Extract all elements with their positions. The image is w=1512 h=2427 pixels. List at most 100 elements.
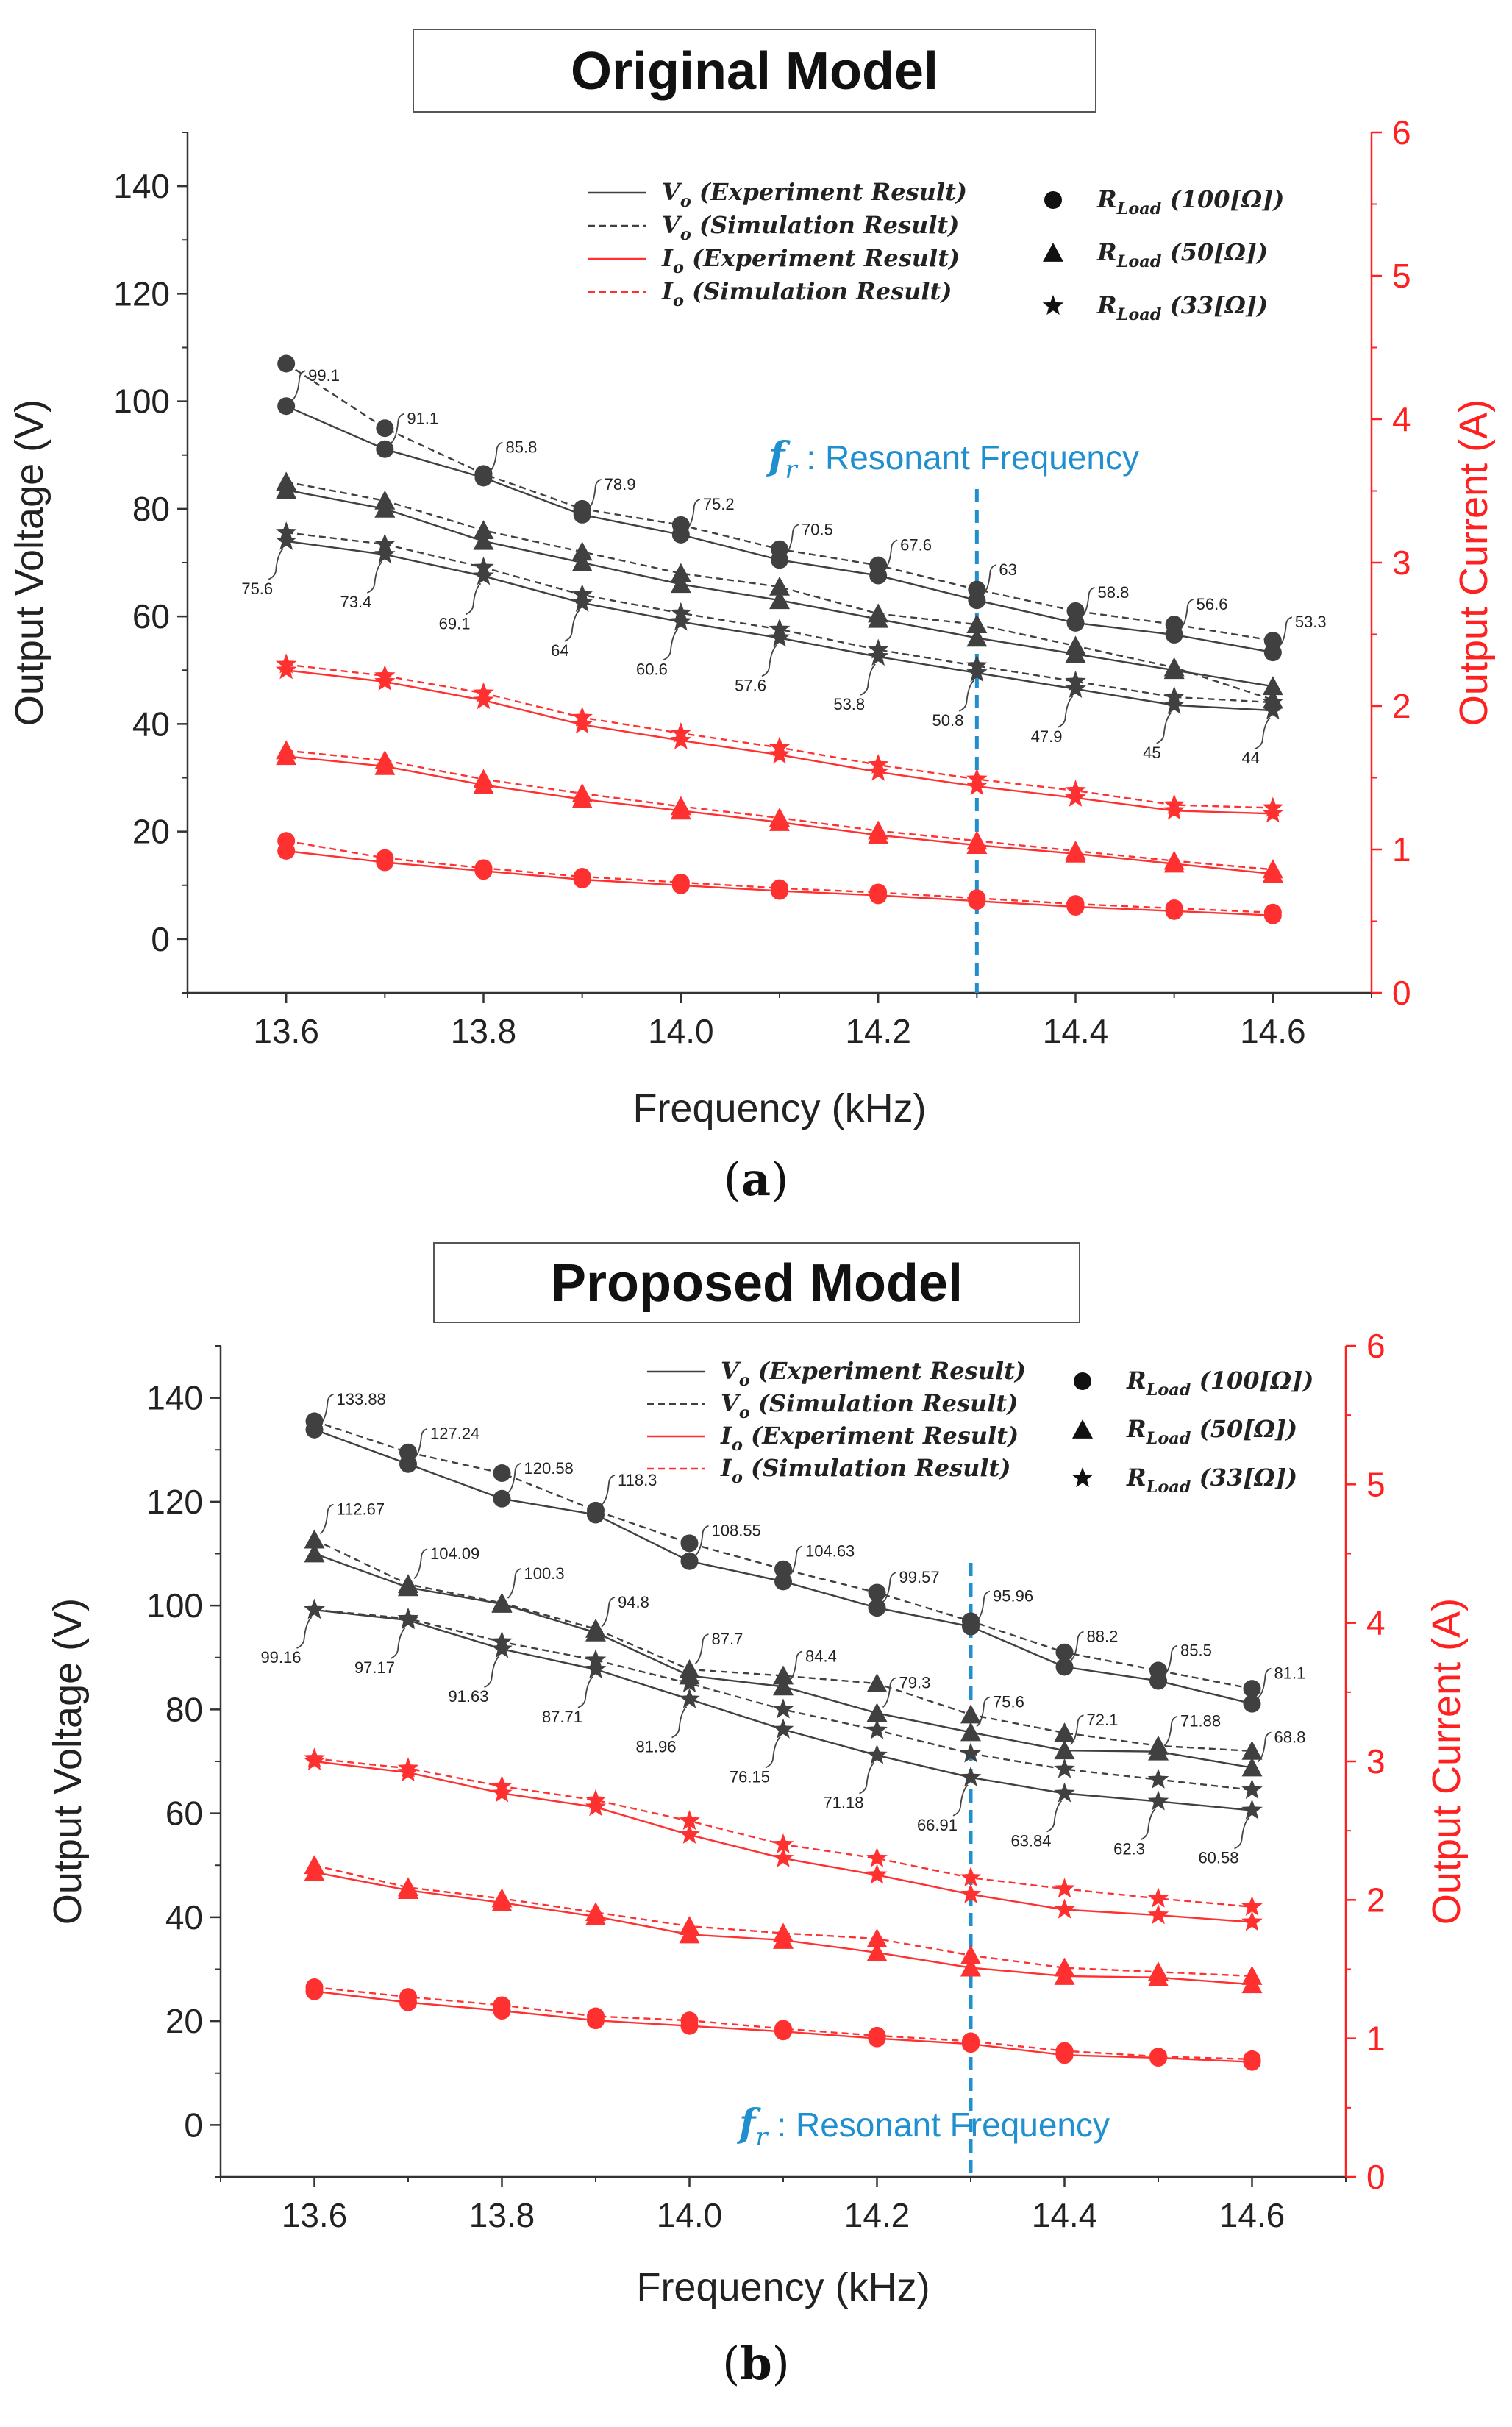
voltage-series-5: [275, 521, 1284, 712]
triangle-point: [868, 603, 889, 623]
y2-axis-label: Output Current (A): [1424, 1598, 1469, 1925]
star-point: [769, 627, 791, 647]
annotation-label: 63: [999, 560, 1016, 579]
data-annotation: 104.09: [413, 1544, 479, 1579]
circle-point: [774, 1560, 792, 1578]
circle-point: [962, 1612, 980, 1631]
circle-point: [376, 419, 394, 438]
circle-point: [493, 1996, 511, 2014]
circle-point: [399, 1443, 417, 1461]
triangle-point: [769, 590, 790, 610]
star-point: [275, 659, 297, 680]
annotation-leader: [671, 1706, 688, 1739]
annotation-leader: [694, 1633, 709, 1664]
data-annotation: 133.88: [319, 1390, 386, 1425]
triangle-point: [679, 1916, 700, 1936]
star-point: [1262, 699, 1284, 720]
triangle-point: [1065, 840, 1086, 860]
triangle-point: [960, 1945, 981, 1964]
star-point: [679, 1688, 700, 1708]
star-point: [1163, 794, 1185, 814]
triangle-point: [398, 1574, 418, 1594]
star-point: [772, 1698, 794, 1719]
x-tick-label: 14.2: [845, 1012, 911, 1050]
circle-point: [1263, 903, 1282, 922]
x-tick-label: 14.0: [657, 2196, 723, 2234]
y-tick-label: 60: [165, 1795, 203, 1833]
data-annotation: 120.58: [507, 1459, 574, 1494]
series-line: [286, 531, 1273, 704]
triangle-point: [1148, 1961, 1169, 1981]
annotation-leader: [390, 413, 404, 444]
circle-point: [869, 556, 888, 574]
annotation-label: 112.67: [337, 1500, 385, 1519]
data-annotation: 76.15: [730, 1736, 781, 1786]
star-point: [867, 760, 889, 781]
annotation-label: 57.6: [735, 676, 766, 694]
legend-marker-label: RLoad (100[Ω]): [1126, 1366, 1313, 1400]
triangle-point: [276, 471, 297, 491]
annotation-leader: [1257, 1731, 1272, 1763]
data-annotation: 100.3: [507, 1564, 565, 1599]
annotation-label: 71.18: [823, 1794, 863, 1812]
legend-triangle-marker: [1072, 1419, 1093, 1439]
data-annotation: 64: [551, 610, 580, 660]
annotation-label: 71.88: [1180, 1712, 1221, 1731]
y2-tick-label: 4: [1392, 400, 1411, 438]
voltage-series-1: [277, 354, 1282, 650]
triangle-point: [960, 1722, 981, 1742]
y-tick-label: 20: [132, 813, 170, 851]
data-annotation: 81.1: [1257, 1664, 1306, 1699]
annotation-leader: [588, 479, 602, 510]
triangle-point: [585, 1902, 606, 1922]
annotation-label: 67.6: [900, 536, 932, 555]
annotation-label: 56.6: [1197, 595, 1228, 613]
annotation-label: 81.1: [1274, 1664, 1306, 1683]
triangle-point: [571, 541, 593, 561]
data-annotation: 69.1: [439, 582, 482, 632]
current-series-5: [277, 832, 1282, 922]
data-annotation: 68.8: [1257, 1728, 1305, 1763]
annotation-leader: [765, 1736, 781, 1769]
data-annotation: 99.57: [882, 1568, 940, 1603]
annotation-label: 81.96: [635, 1738, 676, 1756]
data-annotation: 60.6: [636, 628, 679, 678]
star-point: [960, 1742, 982, 1763]
star-point: [867, 638, 889, 659]
circle-point: [868, 2026, 886, 2045]
data-annotation: 85.5: [1163, 1642, 1212, 1676]
annotation-leader: [976, 1590, 991, 1622]
data-annotation: 56.6: [1180, 595, 1228, 630]
annotation-label: 44: [1241, 749, 1259, 767]
annotation-label: 97.17: [354, 1658, 395, 1677]
triangle-point: [769, 576, 790, 596]
annotation-label: 108.55: [712, 1522, 761, 1540]
y-tick-label: 60: [132, 597, 170, 635]
star-point: [867, 754, 889, 774]
data-annotation: 66.91: [917, 1784, 969, 1834]
triangle-point: [1163, 850, 1185, 870]
data-annotation: 127.24: [413, 1425, 479, 1459]
annotation-leader: [507, 1462, 521, 1494]
triangle-point: [670, 563, 691, 582]
legend-marker-label: RLoad (33[Ω]): [1096, 291, 1268, 324]
legend-line-label: Io (Simulation Result): [720, 1454, 1010, 1487]
annotation-label: 104.63: [805, 1542, 855, 1560]
data-annotation: 70.5: [785, 520, 833, 555]
triangle-point: [473, 530, 494, 550]
figure-caption: (a): [724, 1152, 789, 1206]
triangle-point: [866, 1703, 888, 1722]
data-annotation: 53.3: [1278, 613, 1327, 647]
annotation-leader: [1046, 1800, 1063, 1833]
star-point: [679, 1823, 700, 1844]
annotation-label: 100.3: [524, 1564, 565, 1583]
star-point: [1147, 1904, 1169, 1925]
y-tick-label: 100: [146, 1586, 203, 1625]
circle-point: [587, 2007, 605, 2025]
legend-triangle-marker: [1043, 243, 1063, 262]
annotation-label: 99.16: [260, 1648, 301, 1667]
y-tick-label: 20: [165, 2002, 203, 2040]
circle-point: [1165, 616, 1183, 634]
circle-point: [680, 1534, 699, 1553]
star-point: [966, 661, 988, 682]
